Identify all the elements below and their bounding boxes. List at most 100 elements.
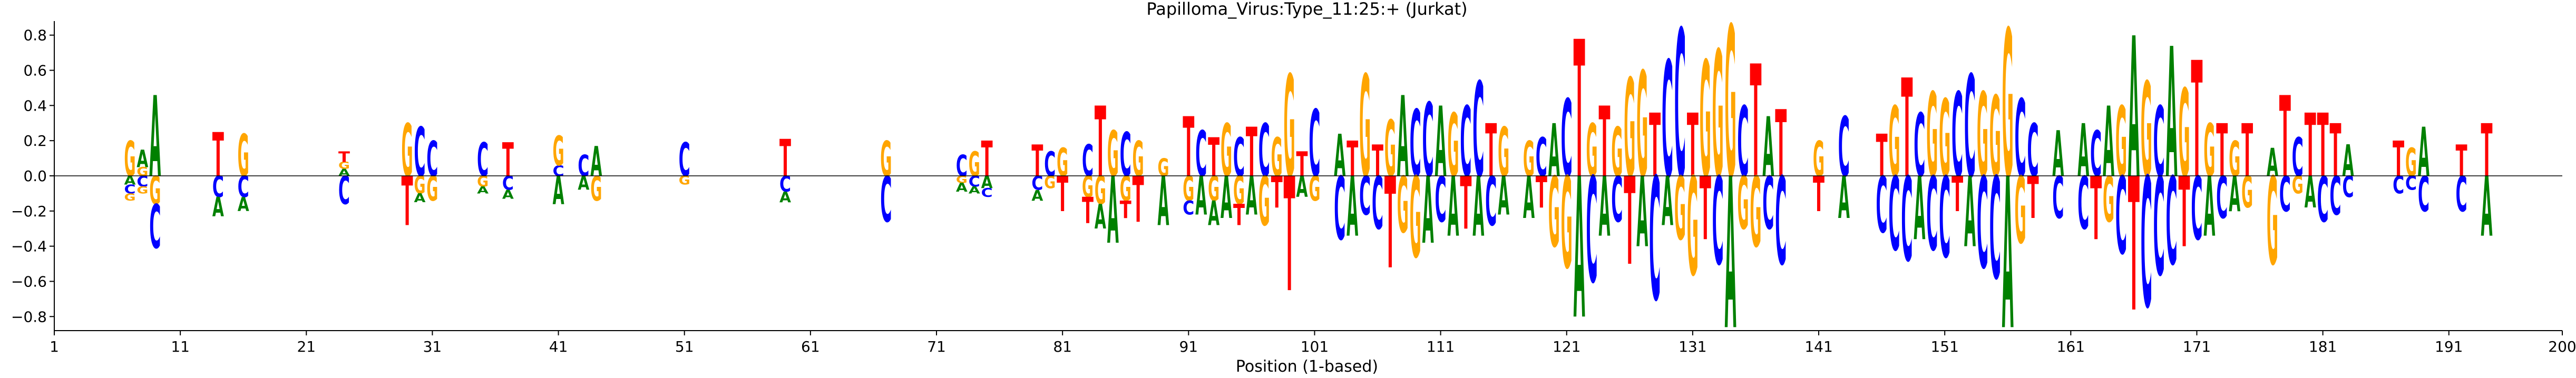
logo-glyph-A-pos-118-n0: A [1523,165,1535,232]
logo-glyph-C-pos-35-p0: C [477,134,489,187]
logo-glyph-T-pos-148-p0: T [1901,51,1913,208]
logo-glyph-A-pos-183-p0: A [2342,136,2354,186]
logo-glyph-C-pos-178-n0: C [2279,167,2291,223]
logo-glyph-T-pos-75-p0: T [981,132,993,188]
logo-glyph-G-pos-80-n0: G [1044,173,1056,192]
logo-glyph-A-pos-37-n1: A [502,188,514,202]
logo-glyph-C-pos-138-n0: C [1775,153,1787,293]
logo-glyph-G-pos-67-p0: G [880,131,892,187]
logo-glyph-C-pos-147-n0: C [1889,156,1900,274]
logo-glyph-C-pos-9-n1: C [149,192,161,262]
logo-glyph-T-pos-99-n0: T [1284,145,1295,327]
logo-glyph-G-pos-35-n0: G [477,174,489,190]
logo-glyph-A-pos-94-n0: A [1221,165,1232,232]
logo-glyph-C-pos-189-n0: C [2418,167,2429,223]
logo-glyph-T-pos-158-n0: T [2027,165,2039,233]
logo-glyph-A-pos-153-n0: A [1964,156,1976,269]
logo-glyph-A-pos-177-p0: A [2267,141,2278,186]
logo-glyph-A-pos-89-n0: A [1157,163,1169,241]
x-tick-label: 171 [2183,338,2211,355]
logo-glyph-A-pos-169-p0: A [2166,11,2178,218]
logo-glyph-G-pos-174-p0: G [2229,131,2240,187]
logo-glyph-G-pos-127-p0: G [1636,43,1648,211]
y-tick-label: 0.2 [23,132,47,150]
logo-glyph-C-pos-16-n0: C [238,171,249,204]
logo-glyph-T-pos-83-n1: T [1082,190,1094,232]
logo-glyph-G-pos-44-n0: G [590,169,602,209]
logo-glyph-G-pos-87-p0: G [1133,131,1144,187]
logo-glyph-G-pos-179-n0: G [2292,171,2304,200]
logo-glyph-C-pos-155-n0: C [1989,148,2001,311]
x-tick-label: 161 [2057,338,2085,355]
logo-glyph-T-pos-173-p0: T [2216,108,2228,193]
logo-glyph-G-pos-7-p0: G [124,131,135,187]
logo-glyph-A-pos-111-p0: A [1435,86,1447,199]
logo-glyph-C-pos-30-p0: C [414,114,426,192]
logo-glyph-A-pos-16-n1: A [238,193,250,215]
logo-glyph-C-pos-151-n0: C [1939,154,1950,283]
logo-glyph-A-pos-172-n0: A [2203,160,2215,255]
logo-glyph-A-pos-41-n0: A [553,168,564,214]
logo-glyph-C-pos-106-n0: C [1372,162,1383,246]
logo-glyph-T-pos-187-p0: T [2393,132,2404,188]
logo-glyph-C-pos-51-p0: C [679,134,690,187]
logo-glyph-C-pos-41-p0: C [553,162,564,179]
logo-glyph-C-pos-75-n1: C [981,186,993,200]
logo-glyph-T-pos-79-p0: T [1031,136,1043,186]
logo-glyph-G-pos-121-n0: G [1561,151,1573,297]
logo-glyph-C-pos-86-p0: C [1120,120,1131,190]
logo-glyph-G-pos-86-n0: G [1120,169,1131,209]
logo-glyph-T-pos-180-p0: T [2305,95,2316,196]
logo-glyph-C-pos-114-p0: C [1472,55,1484,207]
logo-glyph-G-pos-126-p0: G [1624,51,1635,207]
logo-glyph-C-pos-153-p0: C [1964,46,1976,209]
logo-glyph-A-pos-134-n0: A [1725,135,1736,376]
logo-glyph-T-pos-131-p0: T [1687,95,1699,196]
logo-glyph-C-pos-168-p0: C [2153,86,2165,199]
logo-glyph-G-pos-150-p0: G [1926,68,1938,203]
logo-glyph-C-pos-24-n0: C [338,169,350,214]
logo-glyph-C-pos-168-n0: C [2153,150,2165,307]
logo-glyph-G-pos-116-p0: G [1498,113,1509,192]
logo-glyph-A-pos-120-p0: A [1548,110,1560,193]
logo-glyph-C-pos-137-n0: C [1762,162,1774,246]
logo-glyph-A-pos-174-n0: A [2229,166,2240,223]
logo-glyph-T-pos-194-p0: T [2481,108,2493,193]
x-tick-label: 131 [1679,338,1706,355]
logo-glyph-G-pos-24-p1: G [338,161,350,172]
x-tick-label: 11 [171,338,190,355]
logo-glyph-A-pos-149-n0: A [1914,158,1925,260]
logo-glyph-T-pos-170-n0: T [2179,157,2190,269]
logo-glyph-G-pos-177-n0: G [2267,153,2278,292]
logo-glyph-T-pos-138-p0: T [1775,92,1787,198]
logo-glyph-C-pos-83-p0: C [1082,135,1094,186]
logo-glyph-C-pos-91-n1: C [1183,197,1194,220]
logo-glyph-T-pos-181-p0: T [2317,95,2329,196]
logo-glyph-G-pos-112-p0: G [1448,95,1459,196]
logo-glyph-C-pos-7-n1: C [124,183,135,197]
logo-glyph-G-pos-133-p0: G [1712,16,1724,217]
x-tick-label: 91 [1179,338,1198,355]
logo-glyph-A-pos-59-n1: A [779,189,791,206]
logo-glyph-C-pos-37-n0: C [502,172,514,195]
logo-glyph-C-pos-130-p0: C [1674,0,1686,224]
logo-glyph-T-pos-141-n0: T [1813,167,1824,223]
y-tick-label: 0.0 [23,167,47,185]
axis-layer: −0.8−0.6−0.4−0.20.00.20.40.60.81 11 21 31 41… [11,21,2576,355]
logo-glyph-A-pos-194-n0: A [2481,160,2493,255]
logo-glyph-C-pos-150-n0: C [1926,156,1938,274]
logo-glyph-C-pos-149-p0: C [1914,95,1925,196]
logo-glyph-A-pos-79-n1: A [1031,187,1043,204]
logo-glyph-T-pos-24-p2: T [338,149,350,166]
y-tick-label: −0.2 [11,203,47,220]
x-tick-label: 1 [50,338,59,355]
logo-glyph-A-pos-8-p1: A [136,145,148,173]
logo-glyph-G-pos-170-p0: G [2179,65,2190,204]
logo-glyph-A-pos-35-n1: A [477,185,489,196]
logo-glyph-C-pos-162-n0: C [2077,162,2089,246]
logo-glyph-C-pos-74-n0: C [969,173,980,190]
logo-glyph-G-pos-154-p0: G [1977,68,1988,203]
logo-glyph-T-pos-98-n0: T [1271,167,1283,218]
x-tick-label: 181 [2309,338,2337,355]
